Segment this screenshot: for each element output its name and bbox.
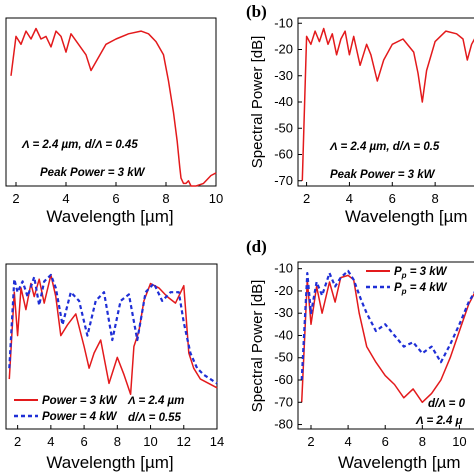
- panel-c-series-line-1: [8, 274, 218, 396]
- panel-d-plot-area: [300, 269, 474, 404]
- panel-d-annotation-1: d/Λ = 0: [428, 398, 466, 410]
- panel-d-x-tick-label: 2: [307, 434, 314, 449]
- panel-d-y-tick-label: -10: [274, 261, 293, 276]
- panel-d-x-tick-label: 4: [344, 434, 351, 449]
- panel-d-legend-label-2: Pp = 4 kW: [394, 282, 448, 296]
- panel-a-x-tick-label: 10: [209, 191, 223, 206]
- panel-c-x-tick-label: 2: [14, 434, 21, 449]
- panel-d-y-tick-label: -20: [274, 283, 293, 298]
- panel-a-x-ticks: 2 4 6 8 10: [12, 182, 223, 206]
- panel-d: (d) 2 4 6 8 10 -10 -20 -30 -40 -50 -60 -70 -80 Wave…: [246, 237, 474, 472]
- panel-d-y-tick-label: -70: [274, 394, 293, 409]
- panel-a-annotation-1: Λ = 2.4 µm, d/Λ = 0.45: [21, 139, 138, 151]
- panel-c-x-tick-label: 10: [143, 434, 157, 449]
- panel-b-frame: [297, 17, 474, 187]
- panel-d-x-tick-label: 8: [419, 434, 426, 449]
- panel-c-x-tick-label: 8: [114, 434, 121, 449]
- panel-d-series-line-2: [300, 269, 474, 381]
- panel-c-annotation-2: d/Λ = 0.55: [128, 412, 182, 424]
- panel-d-series-line-1: [300, 274, 474, 404]
- panel-b-y-tick-label: -40: [274, 94, 293, 109]
- panel-b-y-ticks: -10 -20 -30 -40 -50 -60 -70: [274, 15, 302, 188]
- panel-d-y-tick-label: -80: [274, 417, 293, 432]
- panel-c-legend-label-1: Power = 3 kW: [42, 395, 118, 407]
- panel-b-y-tick-label: -20: [274, 42, 293, 57]
- panel-b-x-tick-label: 6: [389, 191, 396, 206]
- panel-b-y-tick-label: -60: [274, 147, 293, 162]
- panel-c-plot-area: [8, 273, 218, 396]
- panel-d-y-tick-label: -30: [274, 305, 293, 320]
- panel-b-x-tick-label: 4: [346, 191, 353, 206]
- panel-b-x-tick-label: 8: [432, 191, 439, 206]
- panel-d-y-ticks: -10 -20 -30 -40 -50 -60 -70 -80: [274, 261, 302, 432]
- panel-c: 2 4 6 8 10 12 14 Wavelength [µm] Power = 3 kW …: [5, 263, 224, 472]
- panel-a-x-tick-label: 8: [162, 191, 169, 206]
- panel-d-y-tick-label: -40: [274, 327, 293, 342]
- panel-c-series-line-2: [8, 273, 218, 385]
- panel-b-annotation-2: Peak Power = 3 kW: [330, 169, 436, 181]
- panel-c-x-tick-label: 12: [177, 434, 191, 449]
- panel-a-series-line-1: [10, 27, 217, 187]
- panel-d-frame: [297, 261, 474, 430]
- panel-d-y-label: Spectral Power [dB]: [249, 280, 266, 413]
- panel-b-label: (b): [246, 2, 267, 21]
- panel-d-legend-label-1: Pp = 3 kW: [394, 266, 448, 280]
- panel-c-x-label: Wavelength [µm]: [46, 453, 173, 472]
- panel-c-legend: Power = 3 kW Power = 4 kW: [14, 395, 118, 423]
- panel-a-x-tick-label: 2: [12, 191, 19, 206]
- panel-d-x-ticks: 2 4 6 8 10: [307, 425, 467, 449]
- panel-a-frame: [5, 17, 217, 187]
- panel-d-legend: Pp = 3 kW Pp = 4 kW: [366, 266, 448, 296]
- panel-b-y-tick-label: -70: [274, 173, 293, 188]
- panel-b-y-tick-label: -50: [274, 120, 293, 135]
- panel-b-y-tick-label: -10: [274, 15, 293, 30]
- panel-c-frame: [5, 263, 218, 430]
- panel-c-x-tick-label: 6: [80, 434, 87, 449]
- panel-c-legend-label-2: Power = 4 kW: [42, 411, 118, 423]
- panel-c-x-tick-label: 4: [47, 434, 54, 449]
- panel-a-x-tick-label: 6: [112, 191, 119, 206]
- panel-b: (b) 2 4 6 8 -10 -20 -30 -40 -50 -60 -70 Wavelengt…: [246, 2, 474, 226]
- panel-a: 2 4 6 8 10 Wavelength [µm] Λ = 2.4 µm, d/Λ =…: [5, 17, 223, 226]
- panel-a-x-label: Wavelength [µm]: [46, 207, 173, 226]
- panel-c-x-tick-label: 14: [210, 434, 224, 449]
- panel-d-y-tick-label: -60: [274, 372, 293, 387]
- panel-b-annotation-1: Λ = 2.4 µm, d/Λ = 0.5: [329, 141, 440, 153]
- panel-b-series-line-1: [301, 27, 474, 181]
- panel-d-annotation-2: Λ = 2.4 μ: [415, 415, 463, 427]
- panel-b-y-tick-label: -30: [274, 68, 293, 83]
- panel-b-x-ticks: 2 4 6 8: [303, 182, 439, 206]
- panel-b-x-tick-label: 2: [303, 191, 310, 206]
- panel-c-annotation-1: Λ = 2.4 µm: [127, 395, 184, 407]
- panel-b-plot-area: [301, 27, 474, 181]
- panel-c-x-ticks: 2 4 6 8 10 12 14: [14, 425, 224, 449]
- panel-b-y-label: Spectral Power [dB]: [249, 36, 266, 169]
- panel-d-x-label: Wavelength [µm: [338, 453, 461, 472]
- panel-a-plot-area: [10, 27, 217, 187]
- panel-d-label: (d): [246, 237, 267, 256]
- panel-d-x-tick-label: 10: [452, 434, 466, 449]
- panel-a-annotation-2: Peak Power = 3 kW: [40, 167, 146, 179]
- panel-b-x-label: Wavelength [µm: [345, 207, 468, 226]
- panel-d-y-tick-label: -50: [274, 350, 293, 365]
- panel-a-x-tick-label: 4: [62, 191, 69, 206]
- panel-d-x-tick-label: 6: [382, 434, 389, 449]
